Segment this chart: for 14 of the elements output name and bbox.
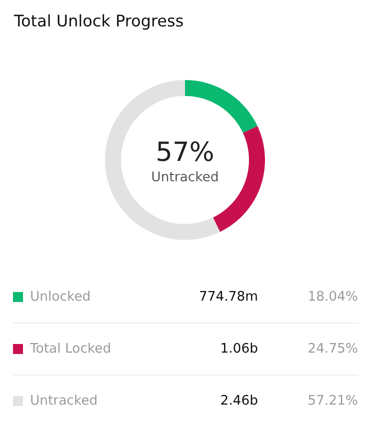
legend-label: Unlocked <box>31 290 90 301</box>
text: 57% <box>158 141 213 162</box>
text: Untracked <box>152 171 218 182</box>
text: 1.06b <box>222 342 258 353</box>
text: 2.46b <box>221 394 258 405</box>
legend-label: Total Locked <box>30 342 110 353</box>
legend-label: Untracked <box>31 394 96 405</box>
data-label: 24.75% <box>308 342 358 353</box>
donut-slice <box>185 80 258 133</box>
donut-slice <box>105 80 220 240</box>
text: 774.78m <box>200 290 257 301</box>
data-label: 57.21% <box>308 394 358 405</box>
chart-title: Total Unlock Progress <box>14 14 183 30</box>
data-label: 18.04% <box>309 290 358 301</box>
